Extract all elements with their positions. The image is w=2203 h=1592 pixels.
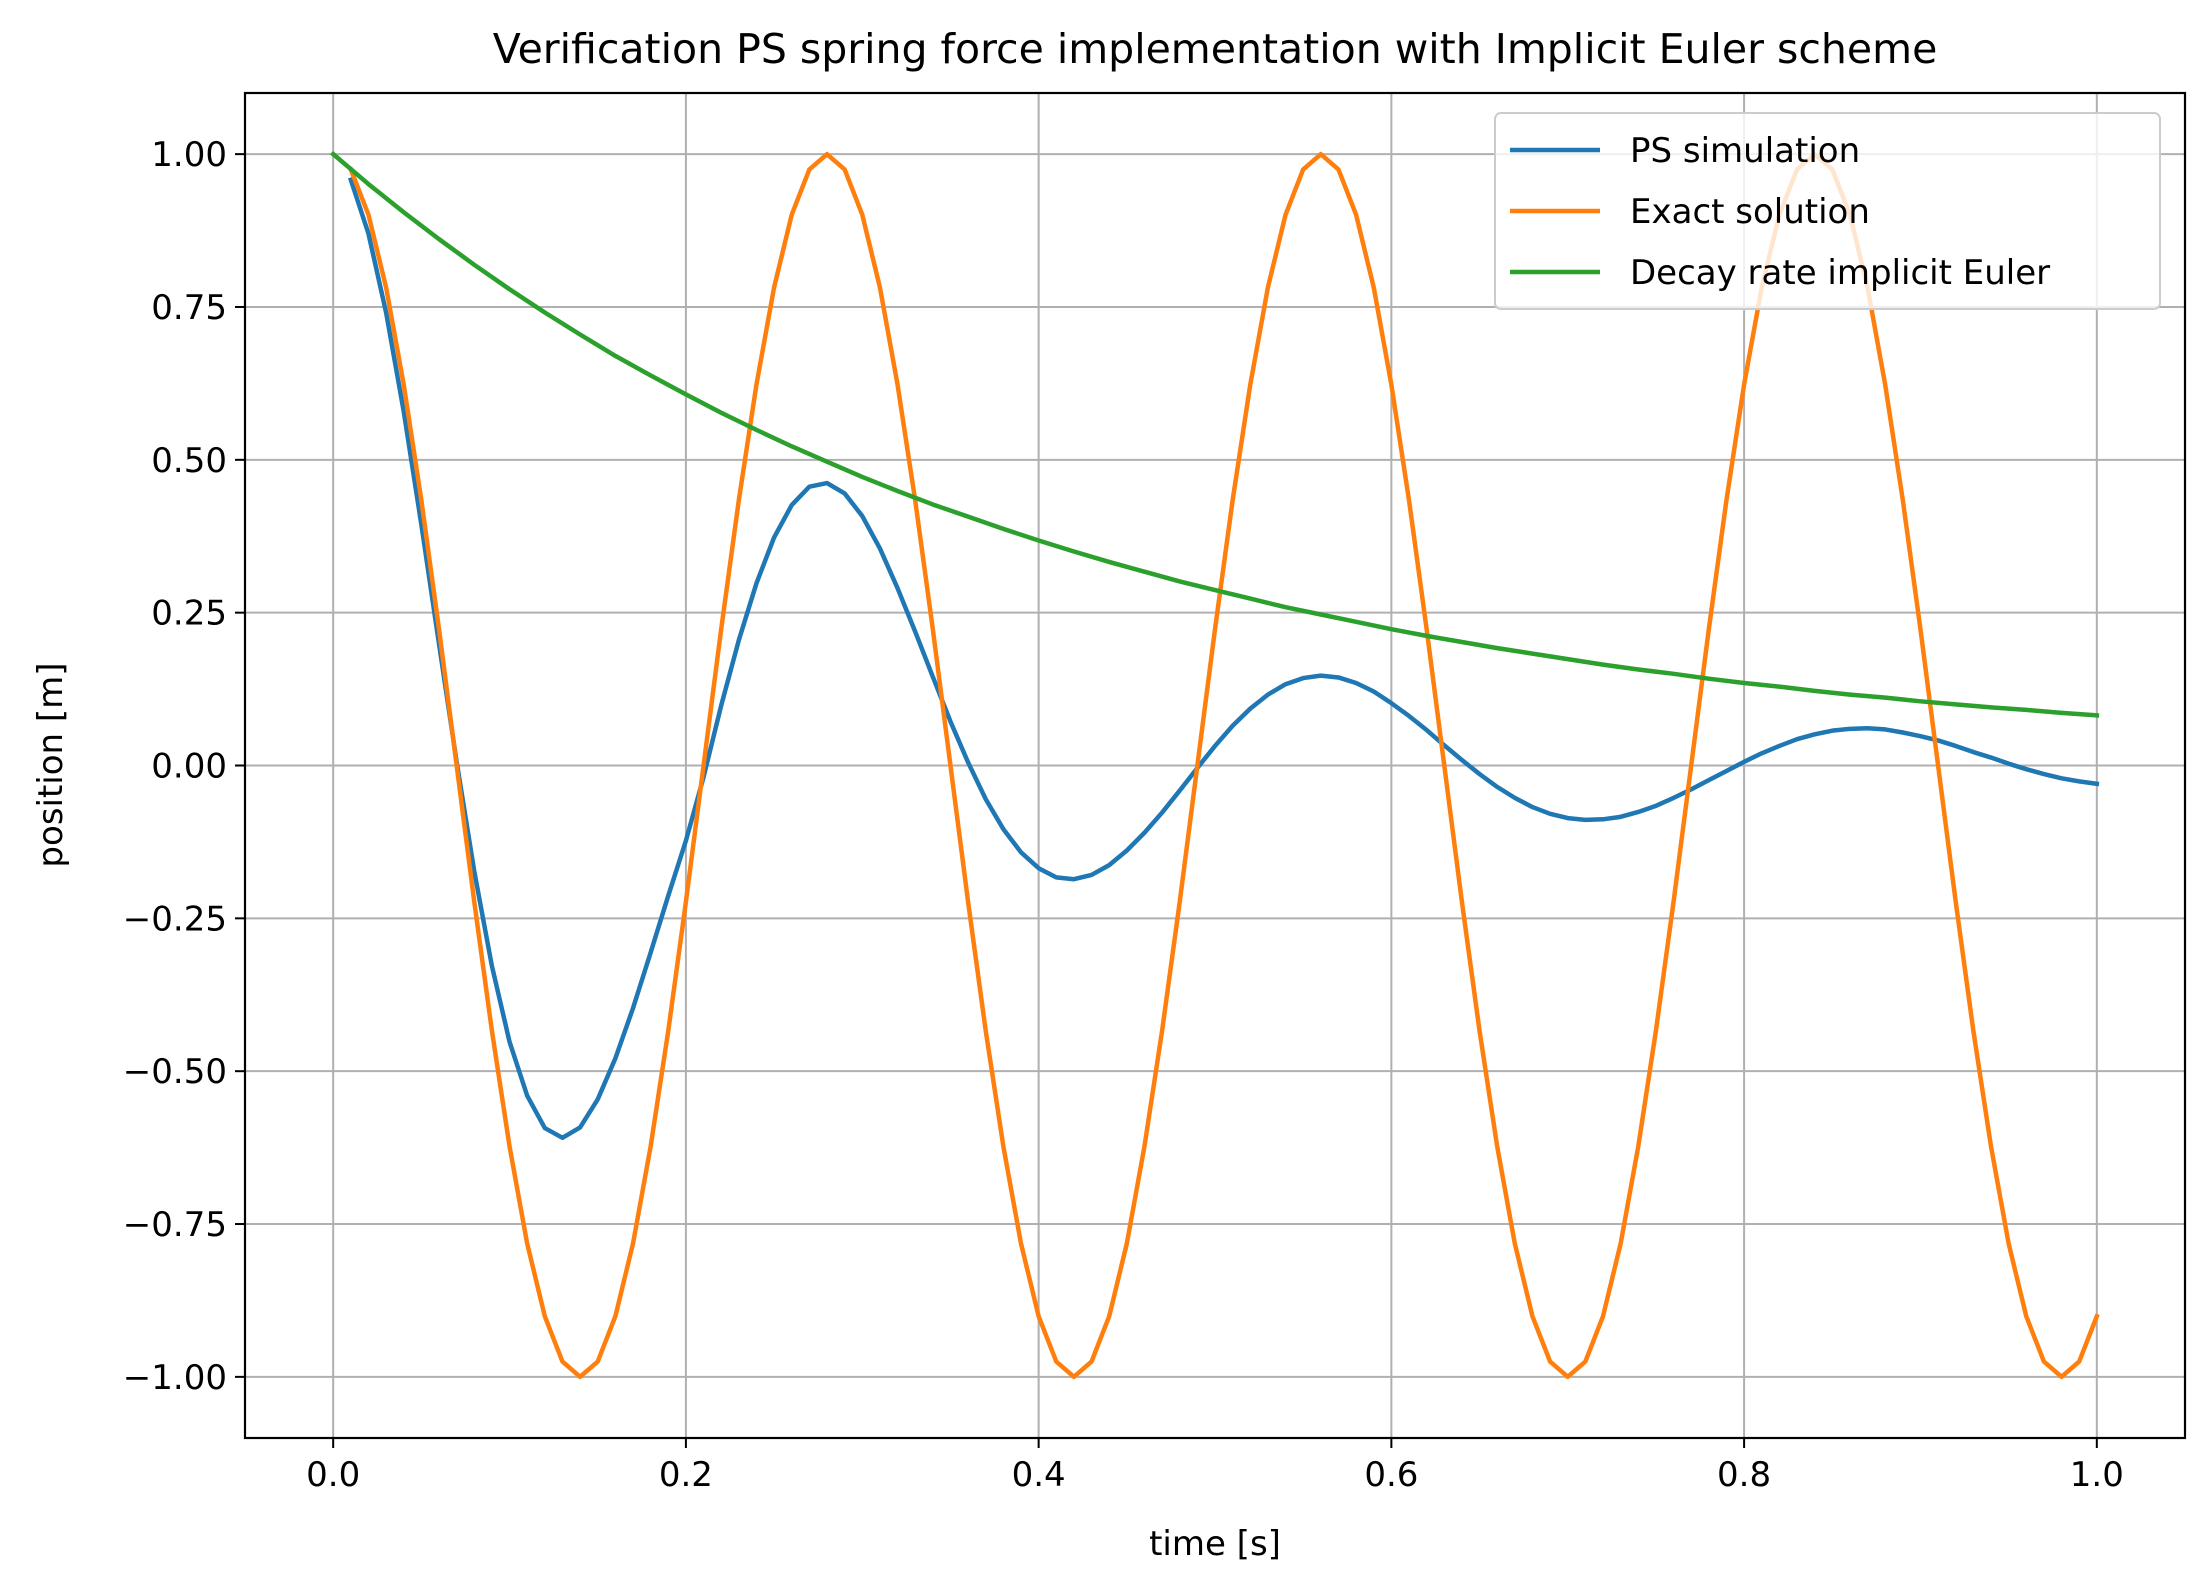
x-tick-label: 0.4: [1012, 1455, 1066, 1495]
legend: PS simulation Exact solution Decay rate im…: [1494, 112, 2161, 310]
grid-lines: [245, 93, 2185, 1438]
legend-label: Decay rate implicit Euler: [1630, 253, 2050, 293]
y-tick-label: −0.75: [123, 1205, 227, 1245]
legend-label: PS simulation: [1630, 131, 1860, 171]
x-tick-label: 0.6: [1364, 1455, 1418, 1495]
y-tick-label: 0.50: [151, 441, 227, 481]
series-line-decay-rate-implicit-euler: [330, 150, 2100, 718]
legend-frame: [1494, 112, 2161, 310]
legend-items: PS simulation Exact solution Decay rate im…: [1510, 131, 2050, 293]
y-tick-label: 0.25: [151, 594, 227, 634]
x-axis-label: time [s]: [1149, 1524, 1281, 1564]
series-line-ps-simulation: [347, 176, 2100, 1141]
x-tick-label: 1.0: [2070, 1455, 2124, 1495]
y-axis-label: position [m]: [31, 662, 71, 867]
chart-title: Verification PS spring force implementat…: [493, 25, 1938, 73]
y-tick-label: 0.00: [151, 747, 227, 787]
legend-label: Exact solution: [1630, 192, 1870, 232]
axis-ticks: 0.0 0.2 0.4 0.6 0.8 1.0 −1.00 −0.75 −0.50 −0.25 0.…: [123, 135, 2124, 1495]
x-tick-label: 0.0: [306, 1455, 360, 1495]
y-tick-label: −0.25: [123, 899, 227, 939]
y-tick-label: 0.75: [151, 288, 227, 328]
y-tick-label: −0.50: [123, 1052, 227, 1092]
y-tick-label: −1.00: [123, 1358, 227, 1398]
x-tick-label: 0.8: [1717, 1455, 1771, 1495]
y-tick-label: 1.00: [151, 135, 227, 175]
x-tick-label: 0.2: [659, 1455, 713, 1495]
